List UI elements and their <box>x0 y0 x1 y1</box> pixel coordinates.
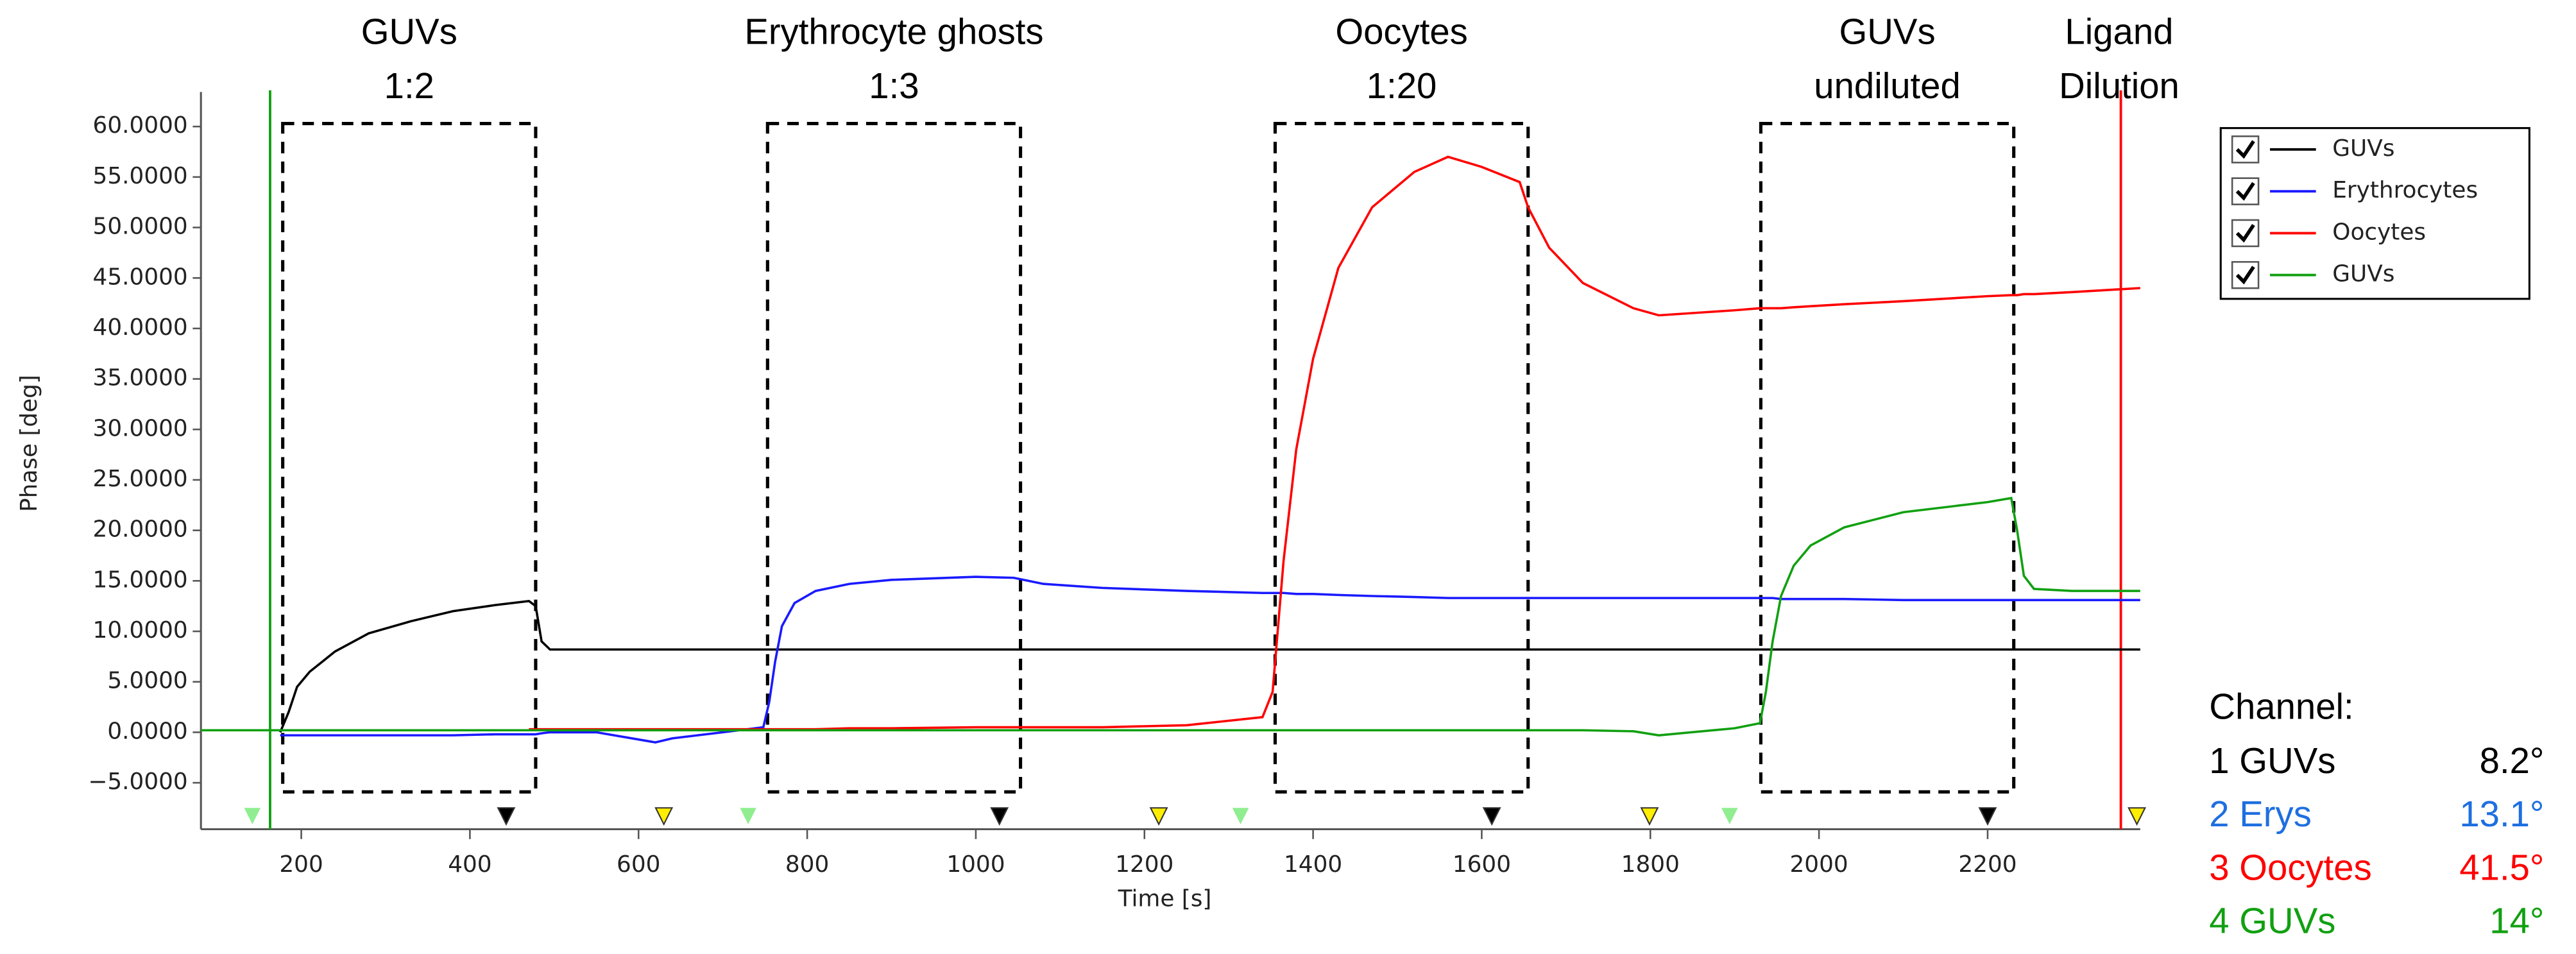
annotation-text: Dilution <box>2059 65 2179 106</box>
x-tick-label: 200 <box>279 851 323 878</box>
annotation-text: Ligand <box>2065 12 2173 52</box>
event-marker <box>244 808 261 824</box>
annotation-text: 1:2 <box>384 65 434 106</box>
event-marker <box>654 807 674 826</box>
y-tick-label: 0.0000 <box>107 718 187 744</box>
event-marker <box>1640 807 1659 826</box>
x-tick-label: 1600 <box>1453 851 1511 878</box>
legend-check[interactable] <box>2235 140 2255 159</box>
x-tick-label: 2000 <box>1790 851 1848 878</box>
channel-value: 14° <box>2489 901 2544 941</box>
legend-label: Oocytes <box>2332 219 2426 245</box>
x-tick-label: 800 <box>785 851 829 878</box>
legend-label: Erythrocytes <box>2332 177 2478 203</box>
annotation-text: GUVs <box>1839 12 1935 52</box>
channel-label: 4 GUVs <box>2209 901 2335 941</box>
channel-label: 3 Oocytes <box>2209 847 2371 887</box>
y-tick-label: 35.0000 <box>93 365 188 391</box>
data-line <box>201 497 2140 737</box>
y-tick-label: 50.0000 <box>93 214 188 240</box>
legend-checkbox[interactable] <box>2231 177 2260 205</box>
channel-value: 41.5° <box>2459 847 2544 887</box>
y-tick-label: 45.0000 <box>93 264 188 290</box>
x-tick-label: 600 <box>617 851 660 878</box>
channel-title: Channel: <box>2209 686 2353 727</box>
event-marker <box>1978 807 1997 826</box>
legend-check[interactable] <box>2235 224 2255 243</box>
event-marker <box>990 807 1009 826</box>
x-tick-label: 1200 <box>1115 851 1173 878</box>
legend-label: GUVs <box>2332 135 2394 162</box>
x-axis-title: Time [s] <box>1118 886 1212 912</box>
x-tick-label: 1400 <box>1284 851 1342 878</box>
event-marker <box>1149 807 1168 826</box>
channel-label: 1 GUVs <box>2209 740 2335 781</box>
annotation-box <box>1759 121 2016 794</box>
annotation-box <box>765 121 1023 794</box>
annotation-text: Oocytes <box>1335 12 1468 52</box>
legend-check[interactable] <box>2235 182 2255 201</box>
legend-checkbox[interactable] <box>2231 135 2260 164</box>
x-tick-label: 2200 <box>1958 851 2017 878</box>
x-tick-label: 1800 <box>1621 851 1680 878</box>
legend-checkbox[interactable] <box>2231 260 2260 289</box>
annotation-box <box>1273 121 1530 794</box>
channel-label: 2 Erys <box>2209 794 2312 834</box>
y-tick-label: 30.0000 <box>93 415 188 441</box>
event-marker <box>497 807 516 826</box>
y-tick-label: 5.0000 <box>107 668 187 694</box>
event-marker <box>1232 808 1249 824</box>
legend-box <box>2219 127 2530 300</box>
annotation-text: GUVs <box>361 12 457 52</box>
y-tick-label: 40.0000 <box>93 314 188 341</box>
annotation-text: undiluted <box>1814 65 1961 106</box>
channel-value: 13.1° <box>2459 794 2544 834</box>
channel-value: 8.2° <box>2480 740 2545 781</box>
y-axis-title: Phase [deg] <box>16 375 42 512</box>
annotation-text: 1:20 <box>1367 65 1437 106</box>
legend-label: GUVs <box>2332 261 2394 287</box>
data-line <box>279 599 2140 733</box>
x-tick-label: 400 <box>448 851 491 878</box>
annotation-box <box>281 121 538 794</box>
event-marker <box>1482 807 1501 826</box>
event-marker <box>1721 808 1738 824</box>
y-tick-label: −5.0000 <box>88 769 187 795</box>
y-tick-label: 60.0000 <box>93 112 188 139</box>
event-marker <box>740 808 756 824</box>
y-tick-label: 15.0000 <box>93 566 188 593</box>
y-tick-label: 20.0000 <box>93 516 188 543</box>
annotation-text: Erythrocyte ghosts <box>744 12 1043 52</box>
y-tick-label: 55.0000 <box>93 163 188 189</box>
y-tick-label: 25.0000 <box>93 466 188 492</box>
data-line <box>280 575 2140 744</box>
x-tick-label: 1000 <box>946 851 1005 878</box>
legend-checkbox[interactable] <box>2231 219 2260 248</box>
event-marker <box>2128 807 2147 826</box>
annotation-text: 1:3 <box>869 65 919 106</box>
y-tick-label: 10.0000 <box>93 617 188 643</box>
legend-check[interactable] <box>2235 266 2255 285</box>
